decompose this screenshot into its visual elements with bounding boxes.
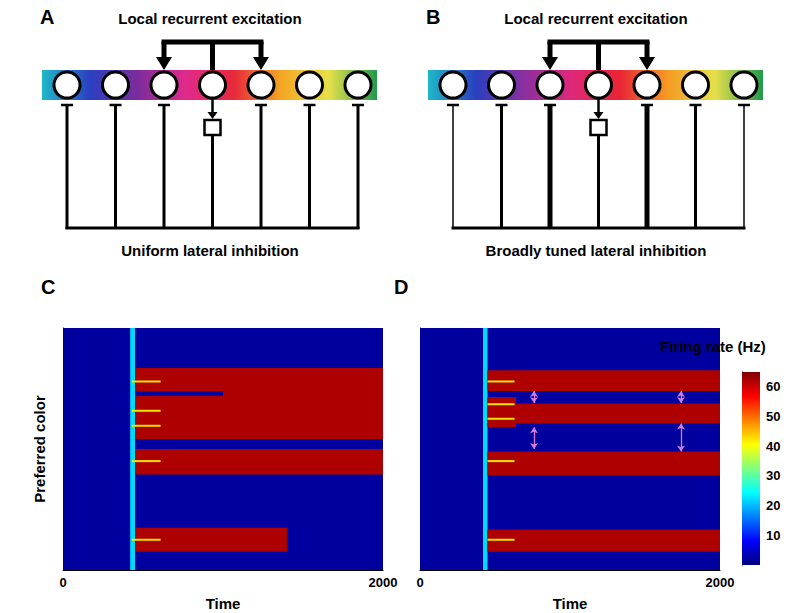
svg-text:30: 30 [766, 468, 780, 483]
svg-text:Broadly tuned lateral inhibiti: Broadly tuned lateral inhibition [486, 242, 707, 259]
svg-text:60: 60 [766, 379, 780, 394]
svg-text:Firing rate (Hz): Firing rate (Hz) [660, 338, 766, 355]
svg-text:Time: Time [206, 595, 241, 612]
svg-text:Local recurrent excitation: Local recurrent excitation [118, 10, 301, 27]
svg-text:10: 10 [766, 528, 780, 543]
svg-text:0: 0 [416, 575, 423, 590]
svg-text:50: 50 [766, 409, 780, 424]
svg-text:2000: 2000 [369, 575, 398, 590]
svg-text:D: D [394, 276, 408, 298]
svg-text:20: 20 [766, 498, 780, 513]
svg-text:0: 0 [59, 575, 66, 590]
svg-text:Preferred color: Preferred color [31, 395, 48, 503]
svg-text:Uniform lateral inhibition: Uniform lateral inhibition [121, 242, 299, 259]
svg-text:A: A [40, 6, 54, 28]
svg-text:Time: Time [553, 595, 588, 612]
svg-text:C: C [41, 276, 55, 298]
svg-text:Local recurrent excitation: Local recurrent excitation [504, 10, 687, 27]
svg-text:40: 40 [766, 439, 780, 454]
svg-text:2000: 2000 [706, 575, 735, 590]
svg-text:B: B [426, 6, 440, 28]
